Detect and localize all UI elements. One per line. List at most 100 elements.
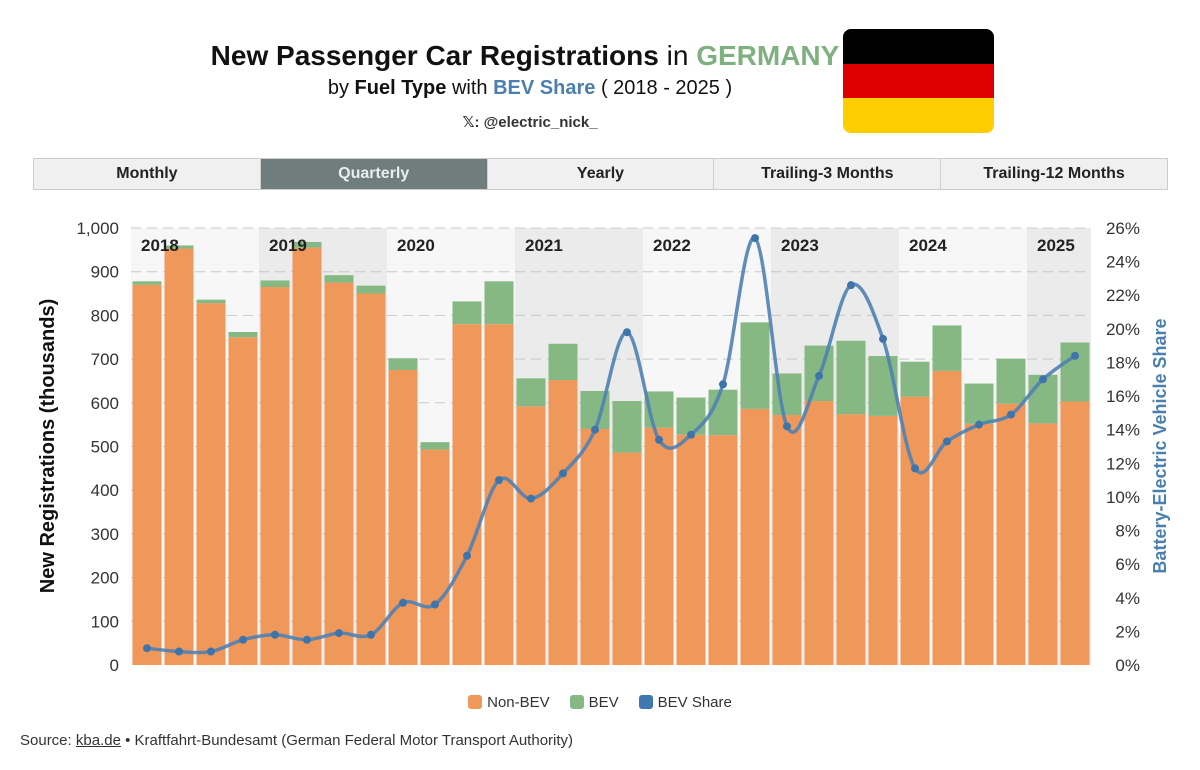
bar-bev <box>484 281 514 325</box>
tab-quarterly[interactable]: Quarterly <box>260 159 488 189</box>
y2-tick-label: 24% <box>1106 253 1140 272</box>
bar-bev <box>260 280 290 287</box>
y2-tick-label: 12% <box>1106 454 1140 473</box>
bar-non-bev <box>836 414 866 665</box>
y2-tick-label: 26% <box>1106 219 1140 238</box>
flag-stripe-black <box>843 29 994 64</box>
tab-trailing-12-months[interactable]: Trailing-12 Months <box>941 159 1167 189</box>
bev-share-point <box>1071 351 1079 360</box>
y2-tick-label: 6% <box>1115 555 1140 574</box>
legend-label: BEV Share <box>657 694 732 711</box>
bar-non-bev <box>644 427 674 665</box>
legend-item-bev-share[interactable]: BEV Share <box>638 694 732 711</box>
year-label: 2018 <box>141 236 179 255</box>
legend-item-non-bev[interactable]: Non-BEV <box>468 694 550 711</box>
bar-non-bev <box>612 452 642 665</box>
bar-non-bev <box>132 284 162 665</box>
y-tick-label: 500 <box>91 438 119 457</box>
y2-tick-label: 8% <box>1115 522 1140 541</box>
bar-non-bev <box>260 286 290 665</box>
bar-non-bev <box>772 415 802 665</box>
bev-share-point <box>431 600 439 609</box>
year-label: 2020 <box>397 236 435 255</box>
bar-non-bev <box>868 415 898 665</box>
bev-share-point <box>943 437 951 446</box>
year-label: 2019 <box>269 236 307 255</box>
y2-tick-label: 22% <box>1106 286 1140 305</box>
year-label: 2021 <box>525 236 563 255</box>
bar-bev <box>708 389 738 436</box>
bar-bev <box>196 299 226 304</box>
legend: Non-BEV BEV BEV Share <box>0 694 1200 711</box>
bar-bev <box>132 281 162 285</box>
y2-axis-title: Battery-Electric Vehicle Share <box>1150 318 1170 573</box>
tab-monthly[interactable]: Monthly <box>34 159 261 189</box>
y2-tick-label: 4% <box>1115 589 1140 608</box>
legend-swatch <box>569 695 584 709</box>
bev-share-point <box>399 598 407 607</box>
bar-bev <box>228 332 258 338</box>
tab-yearly[interactable]: Yearly <box>487 159 715 189</box>
bev-share-point <box>879 334 887 343</box>
subtitle-with: with <box>451 77 488 99</box>
legend-item-bev[interactable]: BEV <box>569 694 619 711</box>
bev-share-point <box>367 630 375 639</box>
bev-share-point <box>495 476 503 485</box>
bev-share-point <box>463 551 471 560</box>
source-link[interactable]: kba.de <box>75 732 121 749</box>
bev-share-point <box>559 469 567 478</box>
subtitle-fuel: Fuel Type <box>354 77 447 99</box>
bar-bev <box>516 378 546 407</box>
bar-bev <box>548 343 578 381</box>
bar-non-bev <box>1028 423 1058 665</box>
bar-non-bev <box>420 449 450 665</box>
bar-non-bev <box>1060 401 1090 665</box>
bev-share-point <box>143 644 151 653</box>
bar-bev <box>900 361 930 397</box>
y2-tick-label: 18% <box>1106 353 1140 372</box>
bar-non-bev <box>452 324 482 665</box>
bev-share-line <box>146 236 1077 655</box>
y-tick-label: 600 <box>91 394 119 413</box>
bar-bev <box>420 442 450 450</box>
bev-share-point <box>975 420 983 429</box>
bar-non-bev <box>676 434 706 665</box>
bar-non-bev <box>388 370 418 665</box>
flag-stripe-red <box>843 63 994 99</box>
y-tick-label: 300 <box>91 525 119 544</box>
title-main: New Passenger Car Registrations <box>210 40 659 71</box>
y2-tick-label: 10% <box>1106 488 1140 507</box>
bar-non-bev <box>996 403 1026 665</box>
bar-non-bev <box>516 406 546 665</box>
bev-share-point <box>1039 375 1047 384</box>
y2-tick-label: 14% <box>1106 421 1140 440</box>
bev-share-point <box>175 647 183 656</box>
y-tick-label: 800 <box>91 306 119 325</box>
tab-trailing-3-months[interactable]: Trailing-3 Months <box>714 159 942 189</box>
bar-non-bev <box>548 380 578 665</box>
bev-share-point <box>847 281 855 290</box>
subtitle-by: by <box>327 77 349 99</box>
period-tabs: Monthly Quarterly Yearly Trailing-3 Mont… <box>33 158 1168 190</box>
bar-bev <box>964 383 994 424</box>
title-in: in <box>666 40 689 71</box>
bar-bev <box>164 245 194 249</box>
bar-non-bev <box>964 423 994 665</box>
bar-bev <box>1060 342 1090 402</box>
subtitle-range: ( 2018 - 2025 ) <box>600 77 733 99</box>
legend-swatch <box>468 695 483 709</box>
source-prefix: Source: <box>20 732 72 749</box>
source-note: Source: kba.de • Kraftfahrt-Bundesamt (G… <box>20 732 573 749</box>
subtitle-bev: BEV Share <box>493 77 596 99</box>
bar-non-bev <box>580 429 610 665</box>
y2-tick-label: 0% <box>1115 656 1140 675</box>
bar-non-bev <box>932 370 962 665</box>
title-country: GERMANY <box>696 40 840 71</box>
y-tick-label: 200 <box>91 569 119 588</box>
bev-share-point <box>687 430 695 439</box>
y-tick-label: 900 <box>91 263 119 282</box>
y-tick-label: 400 <box>91 481 119 500</box>
bar-non-bev <box>740 408 770 665</box>
y-tick-label: 700 <box>91 350 119 369</box>
